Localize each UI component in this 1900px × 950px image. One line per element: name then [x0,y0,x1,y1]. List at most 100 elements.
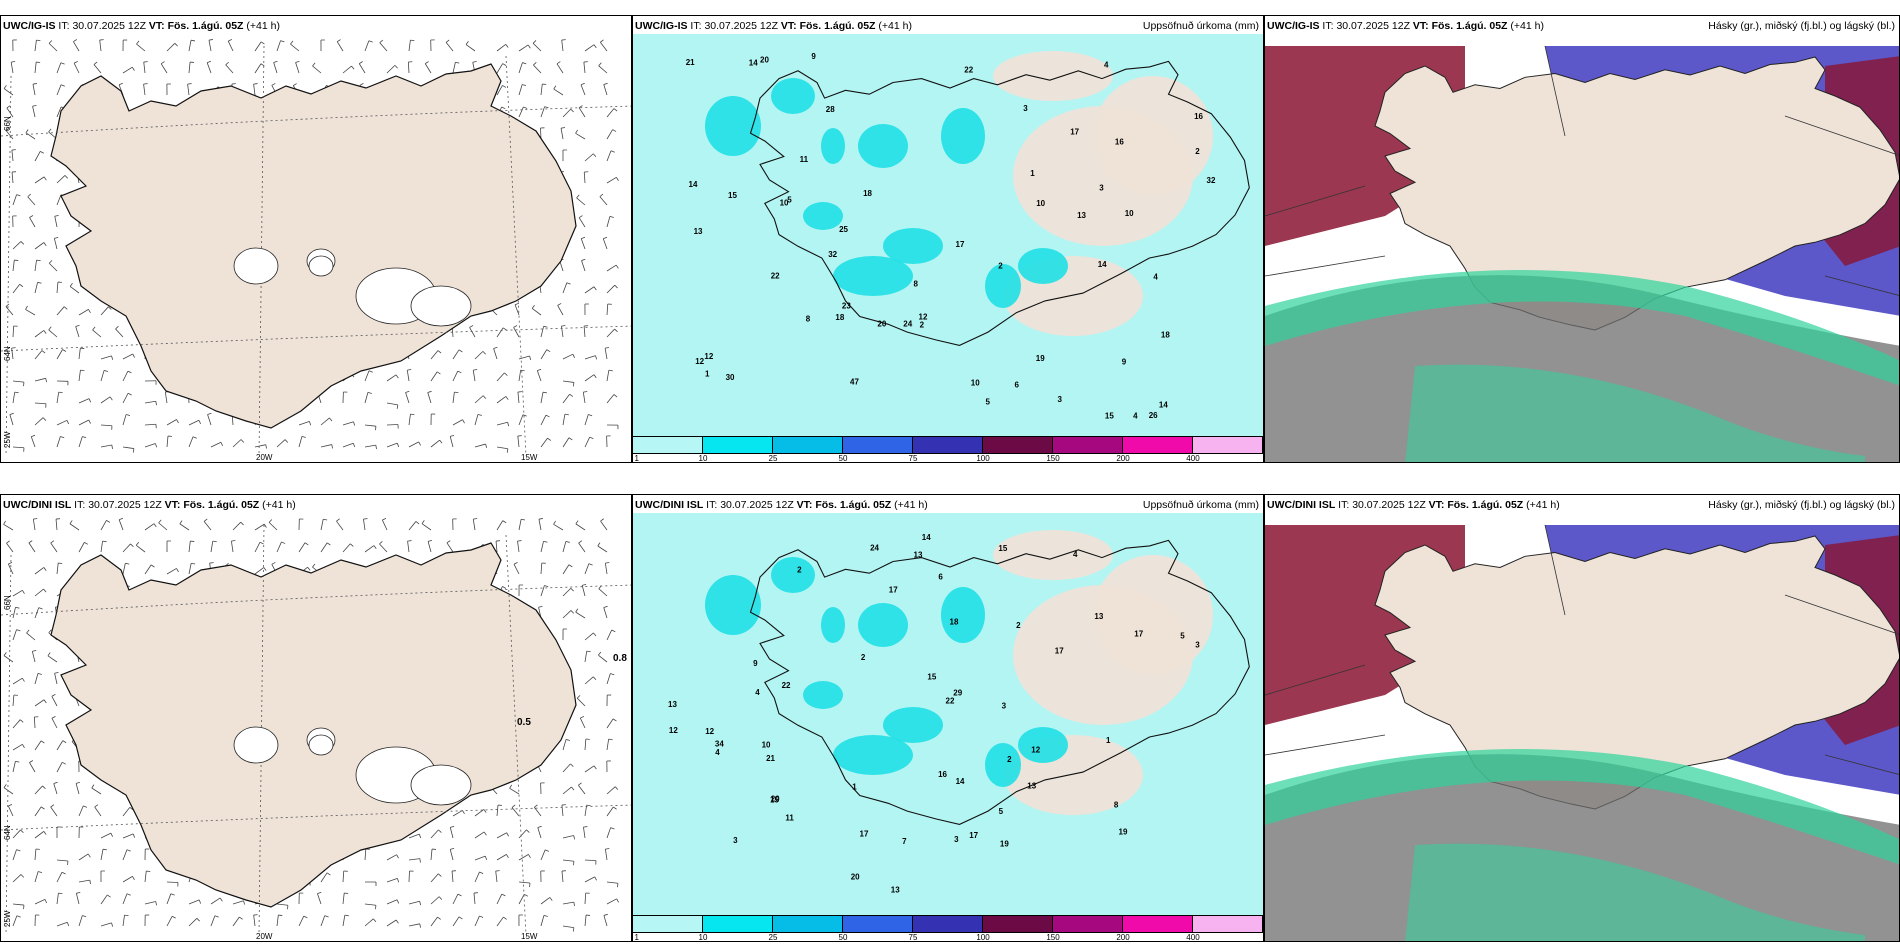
precip-value: 29 [953,689,962,698]
wind-label: 0.5 [517,717,531,728]
wind-barb [203,518,212,531]
meridian-25 [5,75,12,457]
precip-value: 13 [694,227,703,236]
precip-value: 30 [726,373,735,382]
wind-barb [406,369,412,382]
wind-barb [540,915,548,927]
colorbar-tick-label: 10 [698,933,708,942]
wind-barb [427,390,432,404]
wind-barb [518,518,526,531]
colorbar-cell [633,437,703,453]
wind-barb [518,355,532,360]
wind-barb [75,324,80,338]
wind-barb [56,391,63,404]
glacier [308,255,334,277]
wind-barb [408,900,422,906]
precip-value: 26 [1149,411,1158,420]
heavy-precip-area [803,681,843,709]
wind-barb [135,541,146,553]
wind-barb [93,61,102,74]
precip-panel-bottom: UWC/DINI ISL IT: 30.07.2025 12Z VT: Fös.… [632,494,1264,942]
wind-barb [536,368,542,382]
wind-barb [584,436,594,448]
precip-value: 9 [753,659,758,668]
wind-barb [600,39,608,52]
wind-barb [166,419,179,426]
wind-barb [27,193,36,206]
wind-barb [493,346,498,360]
precip-value: 10 [1036,199,1045,208]
wind-barb [100,540,107,553]
wind-barb [12,446,25,452]
wind-barb [561,804,566,817]
wind-barb [474,443,488,449]
wind-barb [166,83,171,96]
wind-barb [12,606,20,619]
wind-barb [474,831,487,839]
wind-barb [122,66,135,74]
precip-value: 12 [695,357,704,366]
wind-barb [9,412,14,426]
wind-barb [232,916,243,927]
wind-barb [518,84,527,96]
wind-barb [320,872,331,883]
wind-barb [604,347,610,360]
wind-barb [452,518,457,531]
precip-value: 10 [780,199,789,208]
wind-barb [12,629,21,641]
wind-barb [599,193,608,206]
wind-barb [34,899,48,905]
wind-barb [408,521,420,531]
wind-barb [317,891,322,905]
wind-barb [276,439,289,448]
wind-barb [430,39,435,52]
wind-barb [606,108,618,118]
wind-barb [34,350,46,360]
wind-barb [562,786,575,795]
glacier [308,734,334,756]
precip-value: 19 [1036,354,1045,363]
wind-barb [579,715,586,729]
wind-barb [342,391,348,404]
wind-barb [69,283,80,294]
wind-barb [472,518,478,531]
wind-barb [584,804,591,817]
wind-barb [143,83,148,96]
wind-barb [430,916,441,927]
wind-barb [29,760,36,773]
wind-barb [578,540,586,553]
wind-barb [5,303,14,316]
precip-value: 14 [689,180,698,189]
colorbar-tick-label: 75 [908,454,918,463]
wind-barb [540,414,550,426]
iceland-land [50,63,577,429]
wind-barb [298,436,306,448]
wind-barb [91,784,102,795]
wind-barb [452,916,463,927]
wind-barb [446,540,454,553]
wind-barb [474,809,487,817]
wind-barb [598,585,608,597]
precip-value: 4 [1133,412,1138,421]
wind-barb [576,194,586,206]
wind-barb [312,62,322,74]
wind-barb [518,369,525,382]
wind-panel-top: UWC/IG-IS IT: 30.07.2025 12Z VT: Fös. 1.… [0,15,632,463]
wind-barb [78,853,91,861]
wind-barb [509,784,520,795]
parallel-66 [1,584,631,616]
wind-barb [78,369,85,382]
wind-barb [606,738,613,751]
wind-barb [562,564,573,575]
wind-barb [232,900,246,905]
wind-barb [144,523,157,531]
wind-barb [606,264,619,272]
wind-barb [11,171,17,184]
wind-barb [606,216,614,228]
precip-value: 5 [986,397,991,406]
wind-barb [364,40,373,52]
wind-barb [386,442,400,448]
wind-barb [562,540,570,553]
wind-barb [232,521,244,531]
